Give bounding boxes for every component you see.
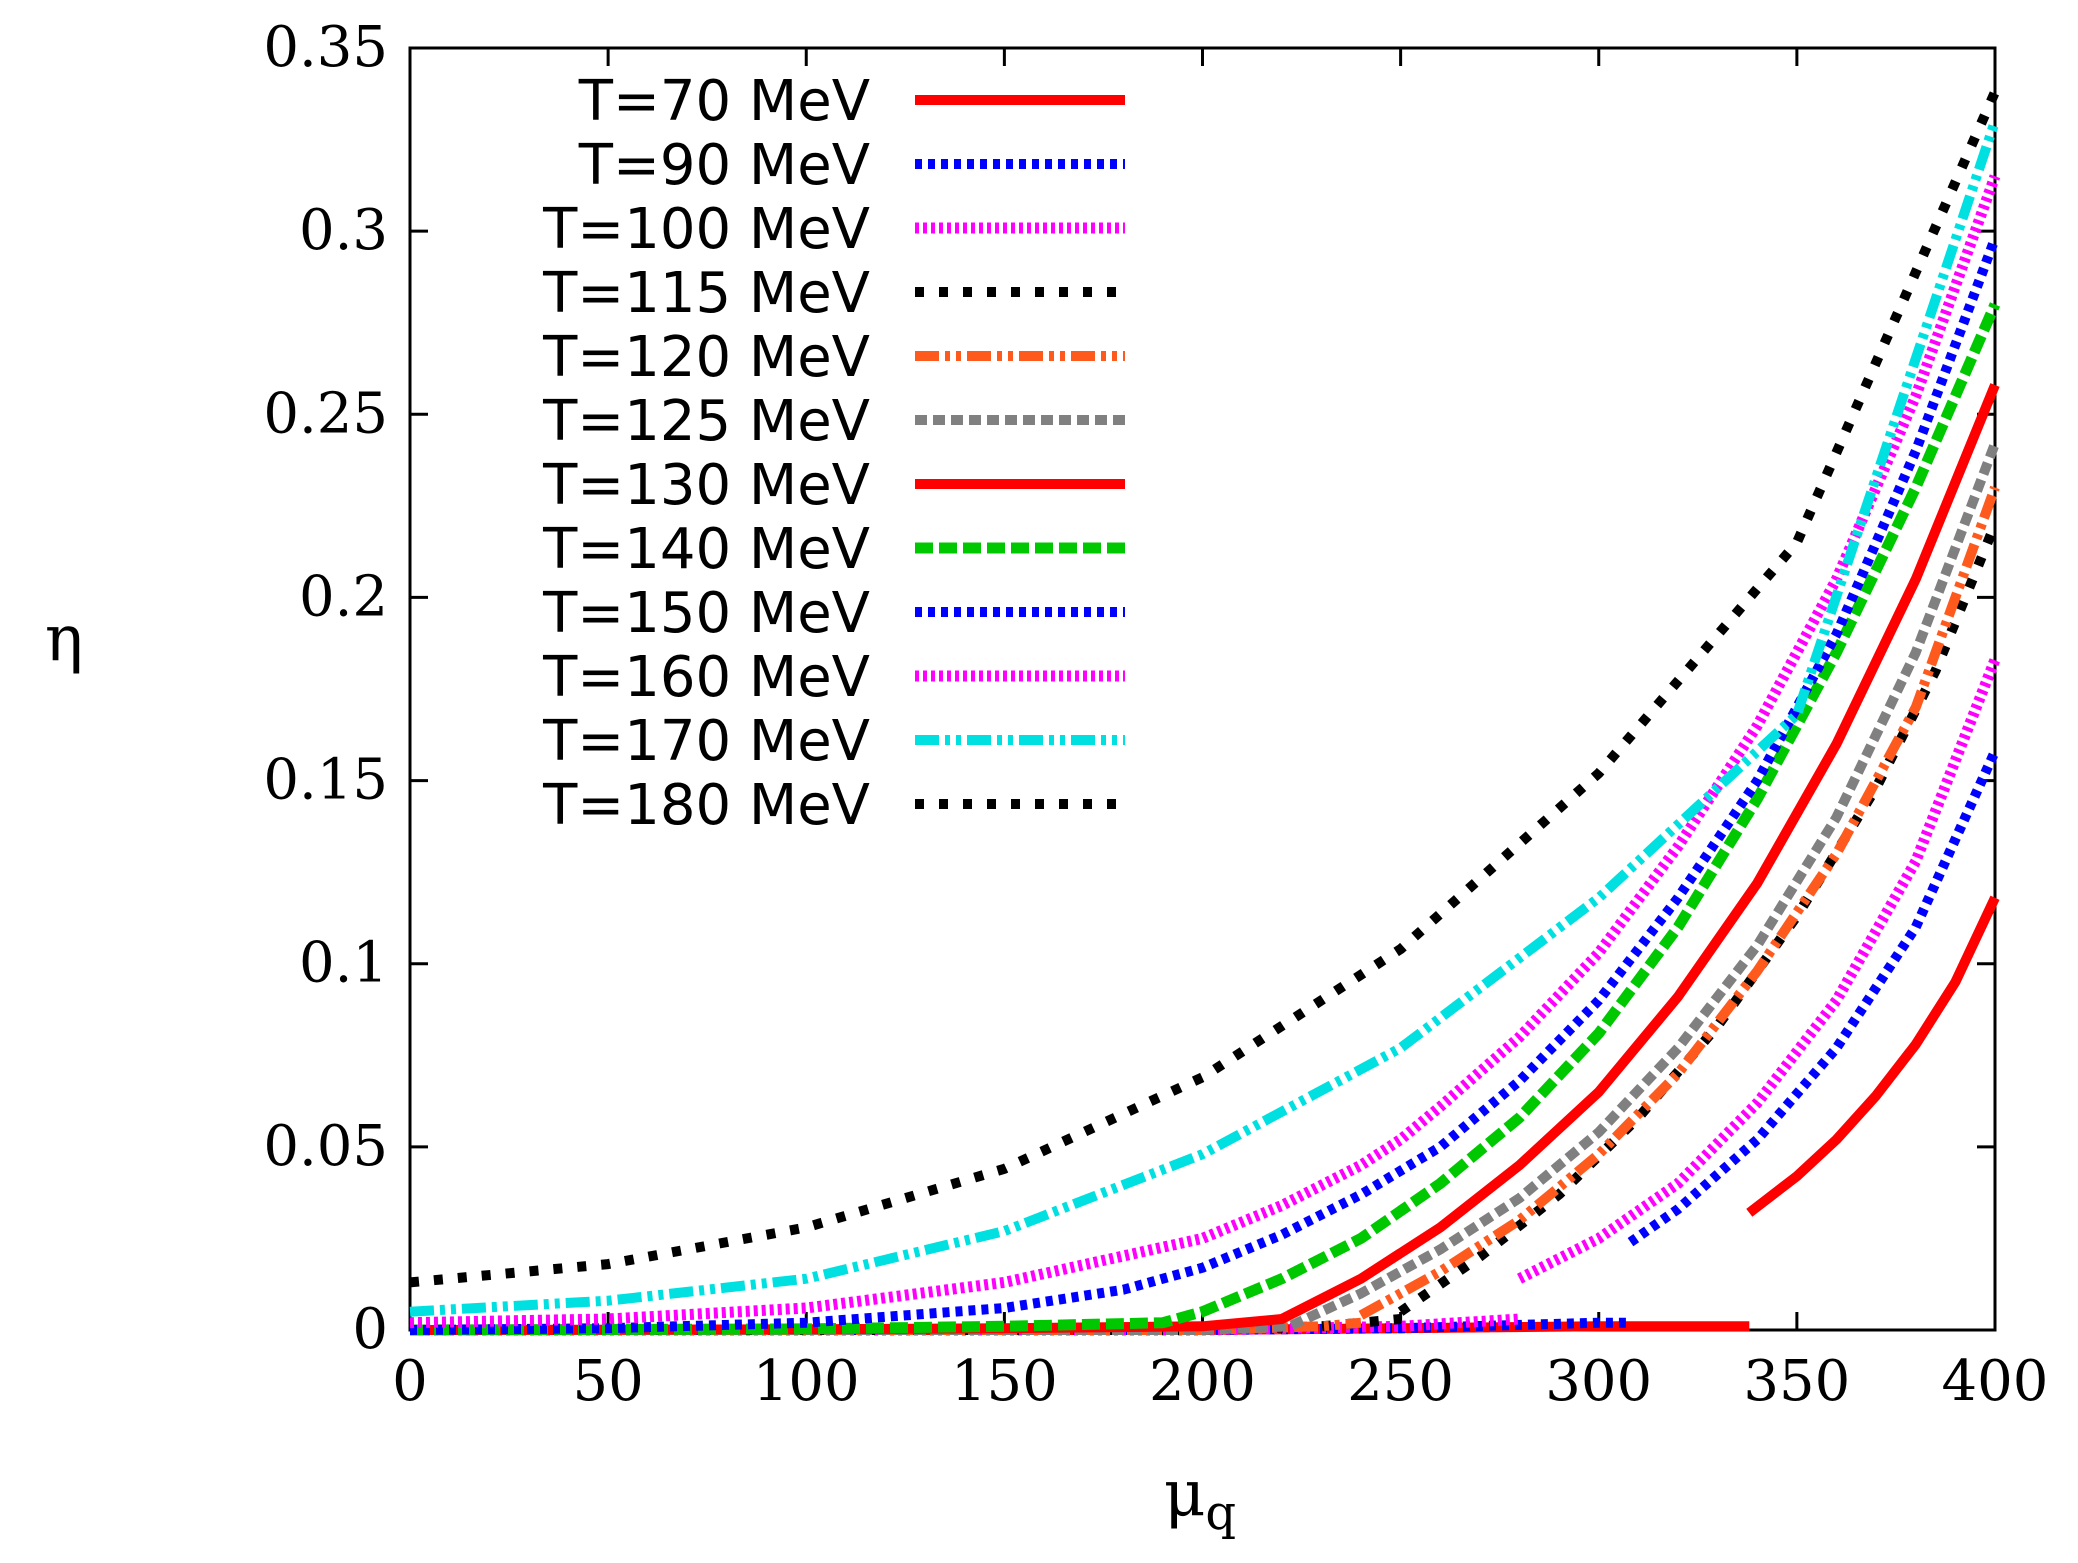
series-line-5 [1358, 485, 2000, 1320]
legend-label: T=160 MeV [542, 645, 870, 710]
series-line-1 [1746, 895, 2000, 1217]
x-axis: 0 50 100 150 200 250 300 350 400 [392, 48, 2048, 1414]
series-line-9 [409, 236, 2000, 1335]
legend-label: T=170 MeV [542, 709, 870, 774]
legend-label: T=120 MeV [542, 325, 870, 390]
legend-label: T=70 MeV [578, 69, 870, 134]
legend-label: T=140 MeV [542, 517, 870, 582]
legend-label: T=150 MeV [542, 581, 870, 646]
legend-label: T=130 MeV [542, 453, 870, 518]
y-tick-label: 0.35 [263, 15, 388, 80]
x-axis-title: μq [1164, 1457, 1236, 1541]
x-axis-title-sub: q [1205, 1485, 1236, 1541]
x-tick-label: 200 [1149, 1349, 1256, 1414]
legend-label: T=125 MeV [542, 389, 870, 454]
x-tick-label: 400 [1942, 1349, 2049, 1414]
y-tick-label: 0.05 [263, 1114, 388, 1179]
y-tick-label: 0.3 [299, 198, 388, 263]
x-tick-label: 300 [1545, 1349, 1652, 1414]
y-axis: 0 0.05 0.1 0.15 0.2 0.25 0.3 0.35 [263, 15, 1995, 1362]
x-tick-label: 0 [392, 1349, 428, 1414]
y-axis-title: η [45, 602, 83, 676]
series-line-3 [1517, 657, 2001, 1284]
series-line-8 [409, 302, 2001, 1336]
y-tick-label: 0.25 [263, 381, 388, 446]
x-tick-label: 100 [753, 1349, 860, 1414]
legend-label: T=90 MeV [578, 133, 870, 198]
series-layer [409, 89, 2001, 1336]
legend-label: T=180 MeV [542, 773, 870, 838]
x-tick-label: 250 [1347, 1349, 1454, 1414]
x-tick-label: 350 [1743, 1349, 1850, 1414]
x-tick-label: 50 [572, 1349, 643, 1414]
y-tick-label: 0.1 [299, 931, 388, 996]
series-line-10 [409, 174, 2001, 1329]
series-line-2 [1627, 749, 2000, 1247]
series-line-12 [409, 89, 2000, 1288]
legend-label: T=100 MeV [542, 197, 870, 262]
x-tick-label: 150 [951, 1349, 1058, 1414]
y-tick-label: 0 [352, 1297, 388, 1362]
x-axis-title-main: μ [1164, 1457, 1206, 1531]
y-tick-label: 0.2 [299, 564, 388, 629]
legend-label: T=115 MeV [542, 261, 870, 326]
y-tick-label: 0.15 [263, 748, 388, 813]
series-line-11 [409, 119, 2000, 1317]
